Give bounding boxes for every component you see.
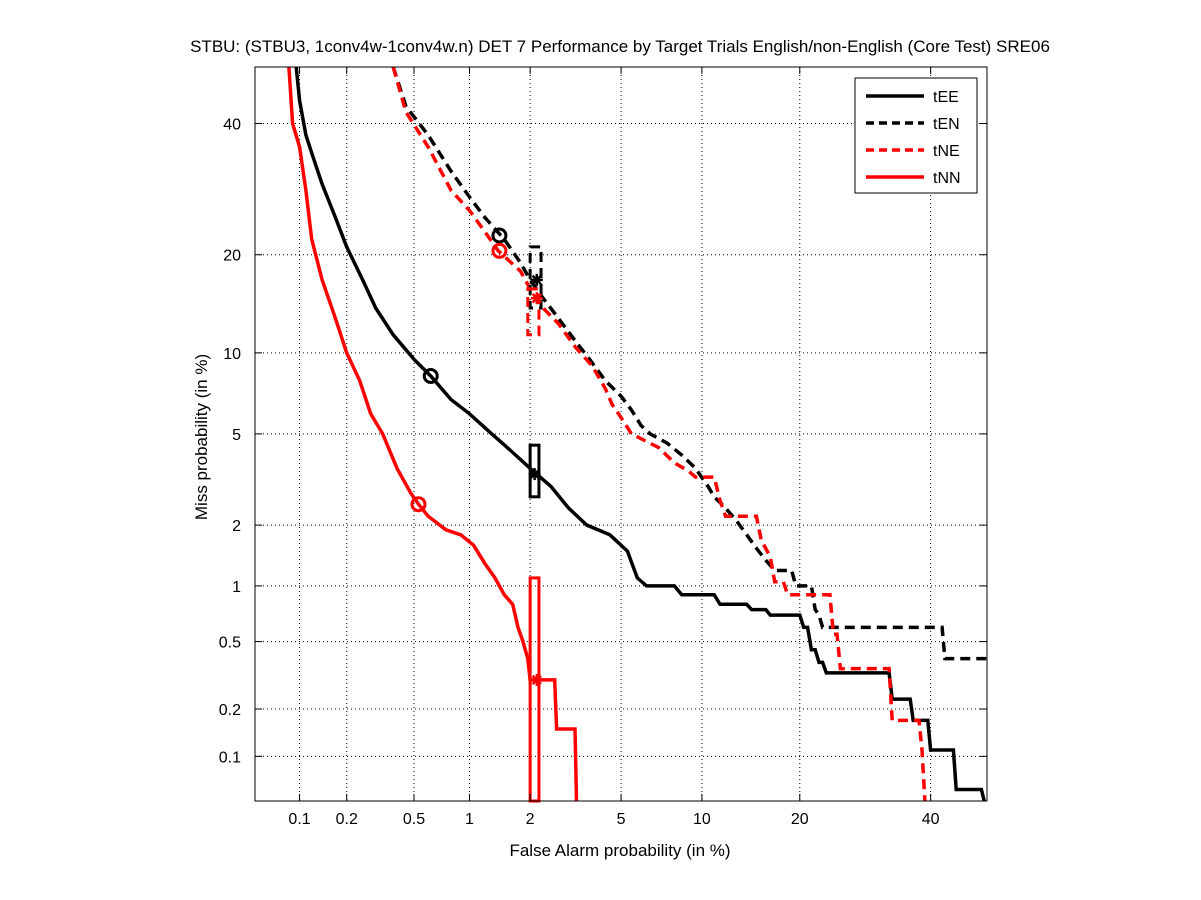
min-dcf-marker-tEN (491, 227, 508, 244)
x-tick-label: 0.2 (336, 811, 358, 828)
y-tick-label: 0.2 (219, 702, 241, 719)
x-tick-label: 0.1 (288, 811, 310, 828)
chart-title: STBU: (STBU3, 1conv4w-1conv4w.n) DET 7 P… (190, 37, 1050, 56)
min-dcf-marker-tNN (410, 496, 427, 513)
legend: tEE tEN tNE tNN (854, 77, 978, 194)
y-tick-label: 40 (223, 117, 241, 134)
confidence-box-tEN (528, 245, 543, 310)
x-tick-label: 2 (526, 811, 535, 828)
x-tick-label: 0.5 (403, 811, 425, 828)
legend-label-tNN: tNN (933, 170, 961, 187)
y-tick-label: 20 (223, 248, 241, 265)
legend-label-tEE: tEE (933, 89, 959, 106)
act-dcf-marker-tEE (528, 468, 541, 481)
y-tick-label: 5 (232, 427, 241, 444)
confidence-box-tNE (526, 287, 541, 337)
axis-ticks: 0.1 0.2 0.5 1 2 5 10 20 40 0.1 0.2 0.5 1 2 5 10 20 40 (219, 67, 987, 828)
y-tick-label: 0.5 (219, 635, 241, 652)
act-dcf-marker-tEN (530, 273, 543, 286)
y-tick-label: 2 (232, 518, 241, 535)
x-tick-label: 40 (922, 811, 940, 828)
operating-point-markers (410, 227, 543, 686)
act-dcf-marker-tNN (530, 673, 543, 686)
series-line-tNE (391, 66, 927, 802)
x-tick-label: 20 (791, 811, 809, 828)
legend-label-tNE: tNE (933, 143, 960, 160)
legend-label-tEN: tEN (933, 116, 960, 133)
x-tick-label: 5 (617, 811, 626, 828)
y-tick-label: 1 (232, 579, 241, 596)
x-tick-label: 10 (693, 811, 711, 828)
x-axis-label: False Alarm probability (in %) (509, 841, 730, 860)
act-dcf-marker-tNE (530, 292, 543, 305)
min-dcf-marker-tEE (422, 367, 439, 384)
series-line-tEN (391, 66, 987, 661)
x-tick-label: 1 (465, 811, 474, 828)
y-axis-label: Miss probability (in %) (192, 354, 211, 520)
min-dcf-marker-tNE (491, 242, 508, 259)
y-tick-label: 10 (223, 346, 241, 363)
y-tick-label: 0.1 (219, 749, 241, 766)
